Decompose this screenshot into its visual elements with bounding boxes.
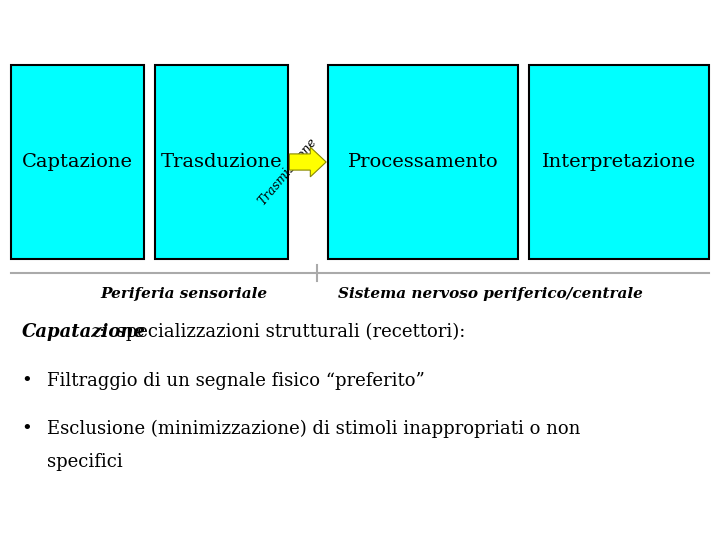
Text: Interpretazione: Interpretazione	[542, 153, 696, 171]
Bar	[11, 65, 144, 259]
Bar	[328, 65, 518, 259]
Text: •: •	[22, 420, 32, 438]
Text: •: •	[22, 372, 32, 390]
Text: Trasduzione: Trasduzione	[161, 153, 282, 171]
Text: Filtraggio di un segnale fisico “preferito”: Filtraggio di un segnale fisico “preferi…	[47, 372, 425, 390]
Text: :  specializzazioni strutturali (recettori):: : specializzazioni strutturali (recettor…	[99, 323, 466, 341]
Text: Periferia sensoriale: Periferia sensoriale	[101, 287, 268, 301]
Text: Capatazione: Capatazione	[22, 323, 145, 341]
Bar	[529, 65, 709, 259]
Text: Esclusione (minimizzazione) di stimoli inappropriati o non: Esclusione (minimizzazione) di stimoli i…	[47, 420, 580, 438]
Text: Trasmissione: Trasmissione	[256, 136, 320, 208]
Text: Sistema nervoso periferico/centrale: Sistema nervoso periferico/centrale	[338, 287, 643, 301]
FancyArrow shape	[289, 147, 326, 177]
Text: specifici: specifici	[47, 453, 122, 471]
Text: Processamento: Processamento	[348, 153, 498, 171]
Bar	[155, 65, 288, 259]
Text: Captazione: Captazione	[22, 153, 133, 171]
